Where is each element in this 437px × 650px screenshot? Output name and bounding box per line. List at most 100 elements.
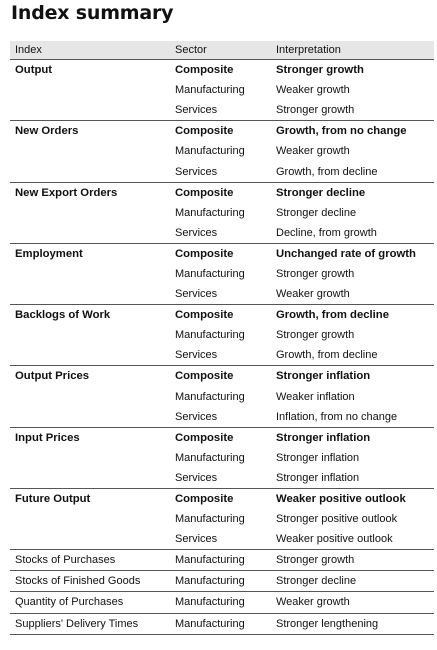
sector-cell: Composite — [175, 125, 234, 138]
sector-cell: Manufacturing — [175, 267, 245, 280]
table-row: Stocks of Purchases Manufacturing Stronger… — [10, 549, 434, 572]
interpretation-cell: Stronger inflation — [276, 451, 360, 464]
sector-cell: Services — [170, 529, 271, 551]
sector-cell: Composite — [175, 370, 234, 383]
interpretation-cell: Unchanged rate of growth — [276, 247, 416, 260]
index-cell — [10, 325, 170, 345]
index-cell — [10, 100, 170, 122]
sector-cell: Composite — [175, 186, 234, 199]
interpretation-cell: Stronger growth — [271, 100, 434, 122]
table-row: Employment Composite Unchanged rate of gro… — [10, 243, 434, 264]
column-header-sector: Sector — [170, 41, 271, 60]
sector-cell: Manufacturing — [175, 390, 245, 403]
table-header-row: Index Sector Interpretation — [10, 41, 434, 60]
interpretation-cell: Stronger lengthening — [271, 613, 434, 635]
index-cell: New Export Orders — [15, 186, 118, 199]
interpretation-cell: Stronger inflation — [276, 431, 371, 444]
interpretation-cell: Weaker inflation — [276, 390, 355, 403]
table-row: Output Prices Composite Stronger inflation — [10, 366, 434, 387]
index-cell — [10, 203, 170, 223]
interpretation-cell: Weaker positive outlook — [276, 493, 406, 506]
page-title: Index summary — [11, 2, 174, 24]
sector-cell: Manufacturing — [175, 451, 245, 464]
index-cell — [10, 406, 170, 428]
sector-cell: Composite — [175, 493, 234, 506]
sector-cell: Services — [170, 161, 271, 183]
sector-cell: Manufacturing — [170, 570, 271, 593]
table-row: New Export Orders Composite Stronger decli… — [10, 182, 434, 203]
table-row: Suppliers' Delivery Times Manufacturing St… — [10, 613, 434, 635]
sector-cell: Services — [170, 284, 271, 306]
sector-cell: Services — [170, 222, 271, 244]
interpretation-cell: Stronger decline — [271, 570, 434, 593]
interpretation-cell: Growth, from no change — [276, 125, 407, 138]
table-row: Output Composite Stronger growth — [10, 60, 434, 81]
column-header-index: Index — [10, 41, 170, 60]
table-row: Services Growth, from decline — [10, 345, 434, 367]
table-row: Manufacturing Stronger decline — [10, 203, 434, 223]
index-cell: Employment — [15, 247, 83, 260]
table-row: Manufacturing Weaker growth — [10, 141, 434, 161]
sector-cell: Manufacturing — [170, 591, 271, 614]
sector-cell: Manufacturing — [170, 613, 271, 635]
table-row: Manufacturing Weaker inflation — [10, 387, 434, 407]
index-cell: New Orders — [15, 125, 79, 138]
column-header-interpretation: Interpretation — [271, 41, 434, 60]
table-row: Manufacturing Stronger growth — [10, 325, 434, 345]
table-row: Services Decline, from growth — [10, 222, 434, 244]
index-summary-table: Index Sector Interpretation Output Compos… — [10, 41, 434, 635]
table-row: Backlogs of Work Composite Growth, from de… — [10, 305, 434, 326]
sector-cell: Services — [170, 100, 271, 122]
interpretation-cell: Stronger positive outlook — [276, 513, 398, 526]
interpretation-cell: Weaker growth — [276, 145, 350, 158]
interpretation-cell: Decline, from growth — [271, 222, 434, 244]
sector-cell: Manufacturing — [175, 145, 245, 158]
index-cell: Output — [15, 64, 53, 77]
interpretation-cell: Weaker growth — [276, 84, 350, 97]
table-row: Manufacturing Stronger growth — [10, 264, 434, 284]
interpretation-cell: Stronger inflation — [271, 467, 434, 489]
interpretation-cell: Stronger growth — [271, 549, 434, 572]
table-row: Manufacturing Stronger inflation — [10, 448, 434, 468]
index-cell — [10, 222, 170, 244]
table-row: Input Prices Composite Stronger inflation — [10, 427, 434, 448]
index-cell: Output Prices — [15, 370, 90, 383]
index-cell — [10, 284, 170, 306]
interpretation-cell: Growth, from decline — [271, 345, 434, 367]
sector-cell: Composite — [175, 309, 234, 322]
index-cell: Input Prices — [15, 431, 80, 444]
index-cell: Suppliers' Delivery Times — [10, 613, 170, 635]
interpretation-cell: Stronger inflation — [276, 370, 371, 383]
table-row: Future Output Composite Weaker positive ou… — [10, 488, 434, 509]
sector-cell: Composite — [175, 64, 234, 77]
sector-cell: Manufacturing — [175, 206, 245, 219]
index-cell — [10, 387, 170, 407]
table-row: Manufacturing Weaker growth — [10, 80, 434, 100]
index-cell — [10, 448, 170, 468]
interpretation-cell: Inflation, from no change — [271, 406, 434, 428]
index-cell: Stocks of Finished Goods — [10, 570, 170, 593]
sector-cell: Services — [170, 467, 271, 489]
interpretation-cell: Stronger decline — [276, 206, 357, 219]
index-cell: Stocks of Purchases — [10, 549, 170, 572]
sector-cell: Services — [170, 345, 271, 367]
interpretation-cell: Growth, from decline — [276, 309, 389, 322]
index-cell — [10, 529, 170, 551]
index-cell: Future Output — [15, 493, 91, 506]
interpretation-cell: Stronger growth — [276, 329, 355, 342]
sector-cell: Composite — [175, 431, 234, 444]
table-row: Services Stronger growth — [10, 100, 434, 122]
table-row: Services Stronger inflation — [10, 467, 434, 489]
index-cell — [10, 467, 170, 489]
sector-cell: Manufacturing — [175, 513, 245, 526]
index-cell — [10, 141, 170, 161]
interpretation-cell: Stronger growth — [276, 267, 355, 280]
table-row: Stocks of Finished Goods Manufacturing Str… — [10, 570, 434, 593]
interpretation-cell: Growth, from decline — [271, 161, 434, 183]
sector-cell: Composite — [175, 247, 234, 260]
sector-cell: Manufacturing — [175, 84, 245, 97]
index-cell — [10, 161, 170, 183]
interpretation-cell: Weaker growth — [271, 591, 434, 614]
index-cell: Backlogs of Work — [15, 309, 111, 322]
table-body: Output Composite Stronger growth Manufactur… — [10, 60, 434, 635]
